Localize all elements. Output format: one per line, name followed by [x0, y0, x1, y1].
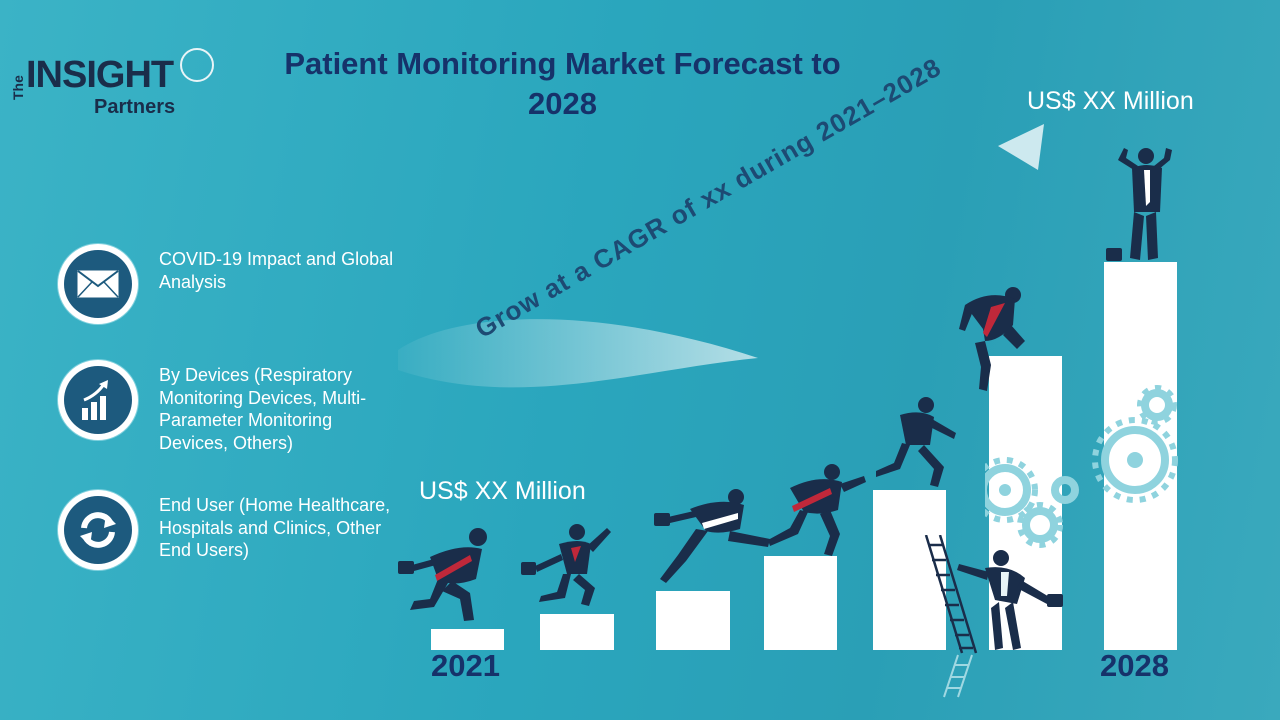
- pennant-icon: [998, 124, 1044, 170]
- businessman-figure-climbing: [957, 550, 1063, 650]
- swoosh-arrow-graphic: [398, 319, 758, 388]
- businessman-figure-4: [768, 464, 866, 556]
- growth-bar-2: [540, 614, 614, 650]
- growth-chart-icon: [82, 380, 108, 420]
- feature-label: End User (Home Healthcare, Hospitals and…: [159, 495, 391, 560]
- feature-icon-circle: [58, 360, 138, 440]
- value-label-start: US$ XX Million: [419, 477, 586, 505]
- growth-bar-4: [764, 556, 837, 650]
- feature-label: By Devices (Respiratory Monitoring Devic…: [159, 365, 367, 453]
- envelope-icon: [76, 269, 120, 299]
- businessman-figure-3: [654, 489, 770, 583]
- ladder-graphic: [924, 535, 978, 698]
- value-label-end: US$ XX Million: [1027, 87, 1194, 115]
- gears-graphic: [985, 385, 1178, 548]
- businesswoman-figure-5: [876, 397, 956, 487]
- logo-ring-icon: [180, 48, 214, 82]
- year-label-start: 2021: [431, 648, 500, 683]
- logo-insight: INSIGHT: [26, 54, 174, 96]
- feature-label: COVID-19 Impact and Global Analysis: [159, 249, 394, 292]
- businessman-figure-top: [1106, 148, 1172, 261]
- businessman-figure-1: [398, 528, 487, 621]
- growth-bar-3: [656, 591, 730, 650]
- growth-bar-5: [873, 490, 946, 650]
- page-title: Patient Monitoring Market Forecast to 20…: [284, 46, 841, 121]
- businessman-figure-6: [959, 287, 1025, 391]
- year-label-end: 2028: [1100, 648, 1169, 683]
- feature-devices: By Devices (Respiratory Monitoring Devic…: [58, 360, 398, 453]
- feature-end-user: End User (Home Healthcare, Hospitals and…: [58, 490, 398, 574]
- feature-icon-circle: [58, 490, 138, 570]
- feature-icon-circle: [58, 244, 138, 324]
- businesswoman-figure-2: [521, 524, 611, 606]
- logo-partners: Partners: [94, 96, 176, 118]
- feature-covid: COVID-19 Impact and Global Analysis: [58, 244, 398, 328]
- refresh-cycle-icon: [80, 512, 116, 548]
- logo-the: The: [10, 75, 26, 100]
- company-logo: The INSIGHT Partners: [8, 48, 214, 123]
- growth-bar-1: [431, 629, 504, 650]
